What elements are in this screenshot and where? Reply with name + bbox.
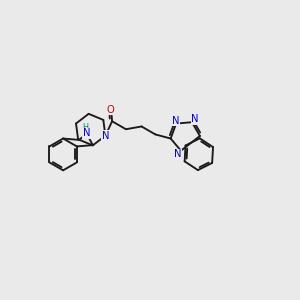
Text: O: O: [106, 105, 114, 115]
Text: N: N: [83, 128, 91, 138]
Text: N: N: [191, 114, 199, 124]
Text: N: N: [102, 131, 109, 141]
Text: H: H: [82, 123, 88, 132]
Text: N: N: [172, 116, 179, 126]
Text: N: N: [174, 149, 181, 159]
